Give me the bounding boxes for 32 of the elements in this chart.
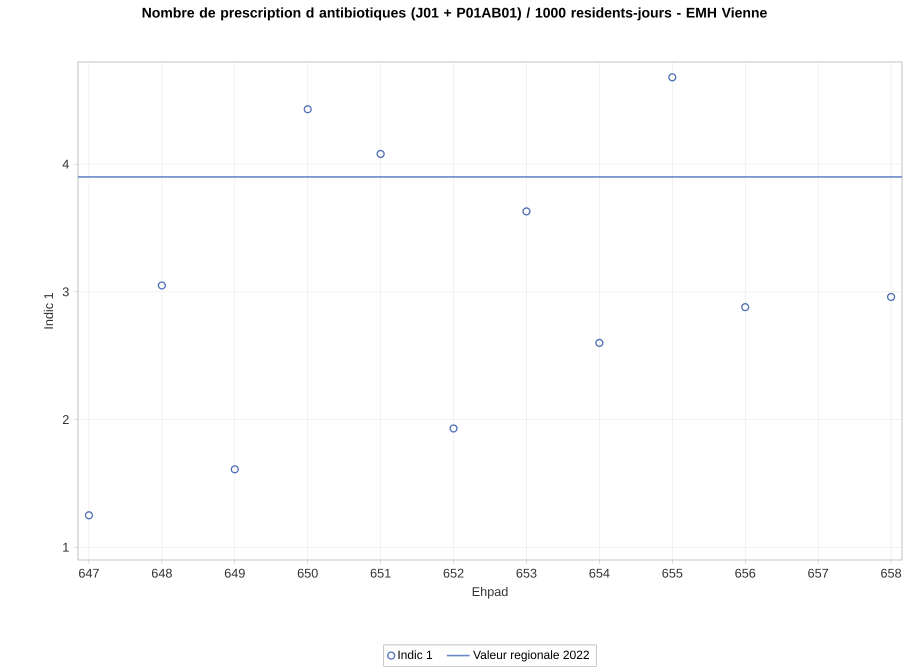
point (741, 303, 750, 312)
x-tick-label: 647 (79, 568, 99, 578)
x-tick-label: 650 (298, 568, 318, 578)
x-tick-label: 658 (881, 568, 902, 578)
point (158, 281, 166, 290)
y-tick-label: 3 (62, 287, 69, 296)
x-tick-label: 655 (662, 568, 682, 578)
x-tick-label: 648 (152, 568, 172, 578)
x-axis-title: Ehpad (472, 586, 508, 599)
point (522, 207, 531, 216)
y-tick-label: 4 (62, 160, 69, 169)
x-tick-label: 657 (808, 568, 828, 578)
point (886, 292, 896, 302)
point (230, 465, 239, 474)
x-tick-label: 649 (224, 568, 245, 578)
point (668, 73, 676, 82)
point (84, 511, 94, 520)
x-tick-label: 653 (516, 568, 536, 578)
point (304, 105, 312, 114)
legend-label: Valeur regionale 2022 (473, 650, 589, 662)
point (595, 338, 604, 348)
y-axis-title: Indic 1 (44, 292, 54, 328)
y-tick-label: 2 (62, 415, 69, 424)
x-tick-label: 651 (370, 568, 391, 578)
chart-title: Nombre de prescription d antibiotiques (J01 + P01AB01) / 1000 residents-jours - EMH Vienne (142, 7, 767, 20)
x-tick-label: 652 (444, 568, 464, 578)
point (449, 424, 458, 433)
x-tick-label: 654 (589, 568, 610, 578)
y-tick-label: 1 (63, 542, 69, 552)
x-tick-label: 656 (735, 568, 756, 578)
legend-label: Indic 1 (398, 650, 432, 660)
point (376, 150, 385, 158)
